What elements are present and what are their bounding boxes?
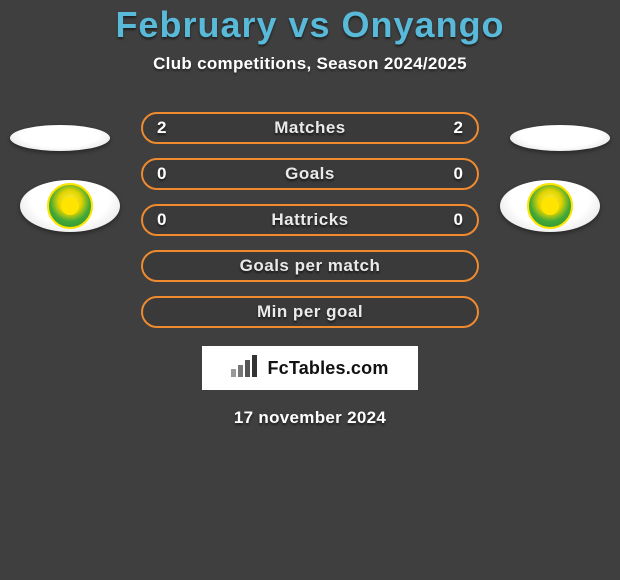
- stat-label: Hattricks: [143, 210, 477, 230]
- infographic-container: February vs Onyango Club competitions, S…: [0, 0, 620, 580]
- stat-label: Matches: [143, 118, 477, 138]
- bar-chart-icon: [231, 355, 261, 382]
- page-title: February vs Onyango: [0, 4, 620, 46]
- stat-bar-min-per-goal: Min per goal: [141, 296, 479, 328]
- branding-text: FcTables.com: [267, 358, 388, 379]
- stat-row: 2 Matches 2: [0, 112, 620, 144]
- stat-row: 0 Goals 0: [0, 158, 620, 190]
- footer-date: 17 november 2024: [0, 408, 620, 428]
- stat-row: Goals per match: [0, 250, 620, 282]
- stat-row: Min per goal: [0, 296, 620, 328]
- stats-list: 2 Matches 2 0 Goals 0 0 Hattricks 0 Goal…: [0, 112, 620, 328]
- stat-label: Goals: [143, 164, 477, 184]
- stat-label: Goals per match: [240, 256, 381, 276]
- stat-bar-hattricks: 0 Hattricks 0: [141, 204, 479, 236]
- stat-bar-matches: 2 Matches 2: [141, 112, 479, 144]
- stat-bar-goals: 0 Goals 0: [141, 158, 479, 190]
- branding-box: FcTables.com: [202, 346, 418, 390]
- subtitle: Club competitions, Season 2024/2025: [0, 54, 620, 74]
- stat-label: Min per goal: [257, 302, 363, 322]
- stat-row: 0 Hattricks 0: [0, 204, 620, 236]
- stat-bar-goals-per-match: Goals per match: [141, 250, 479, 282]
